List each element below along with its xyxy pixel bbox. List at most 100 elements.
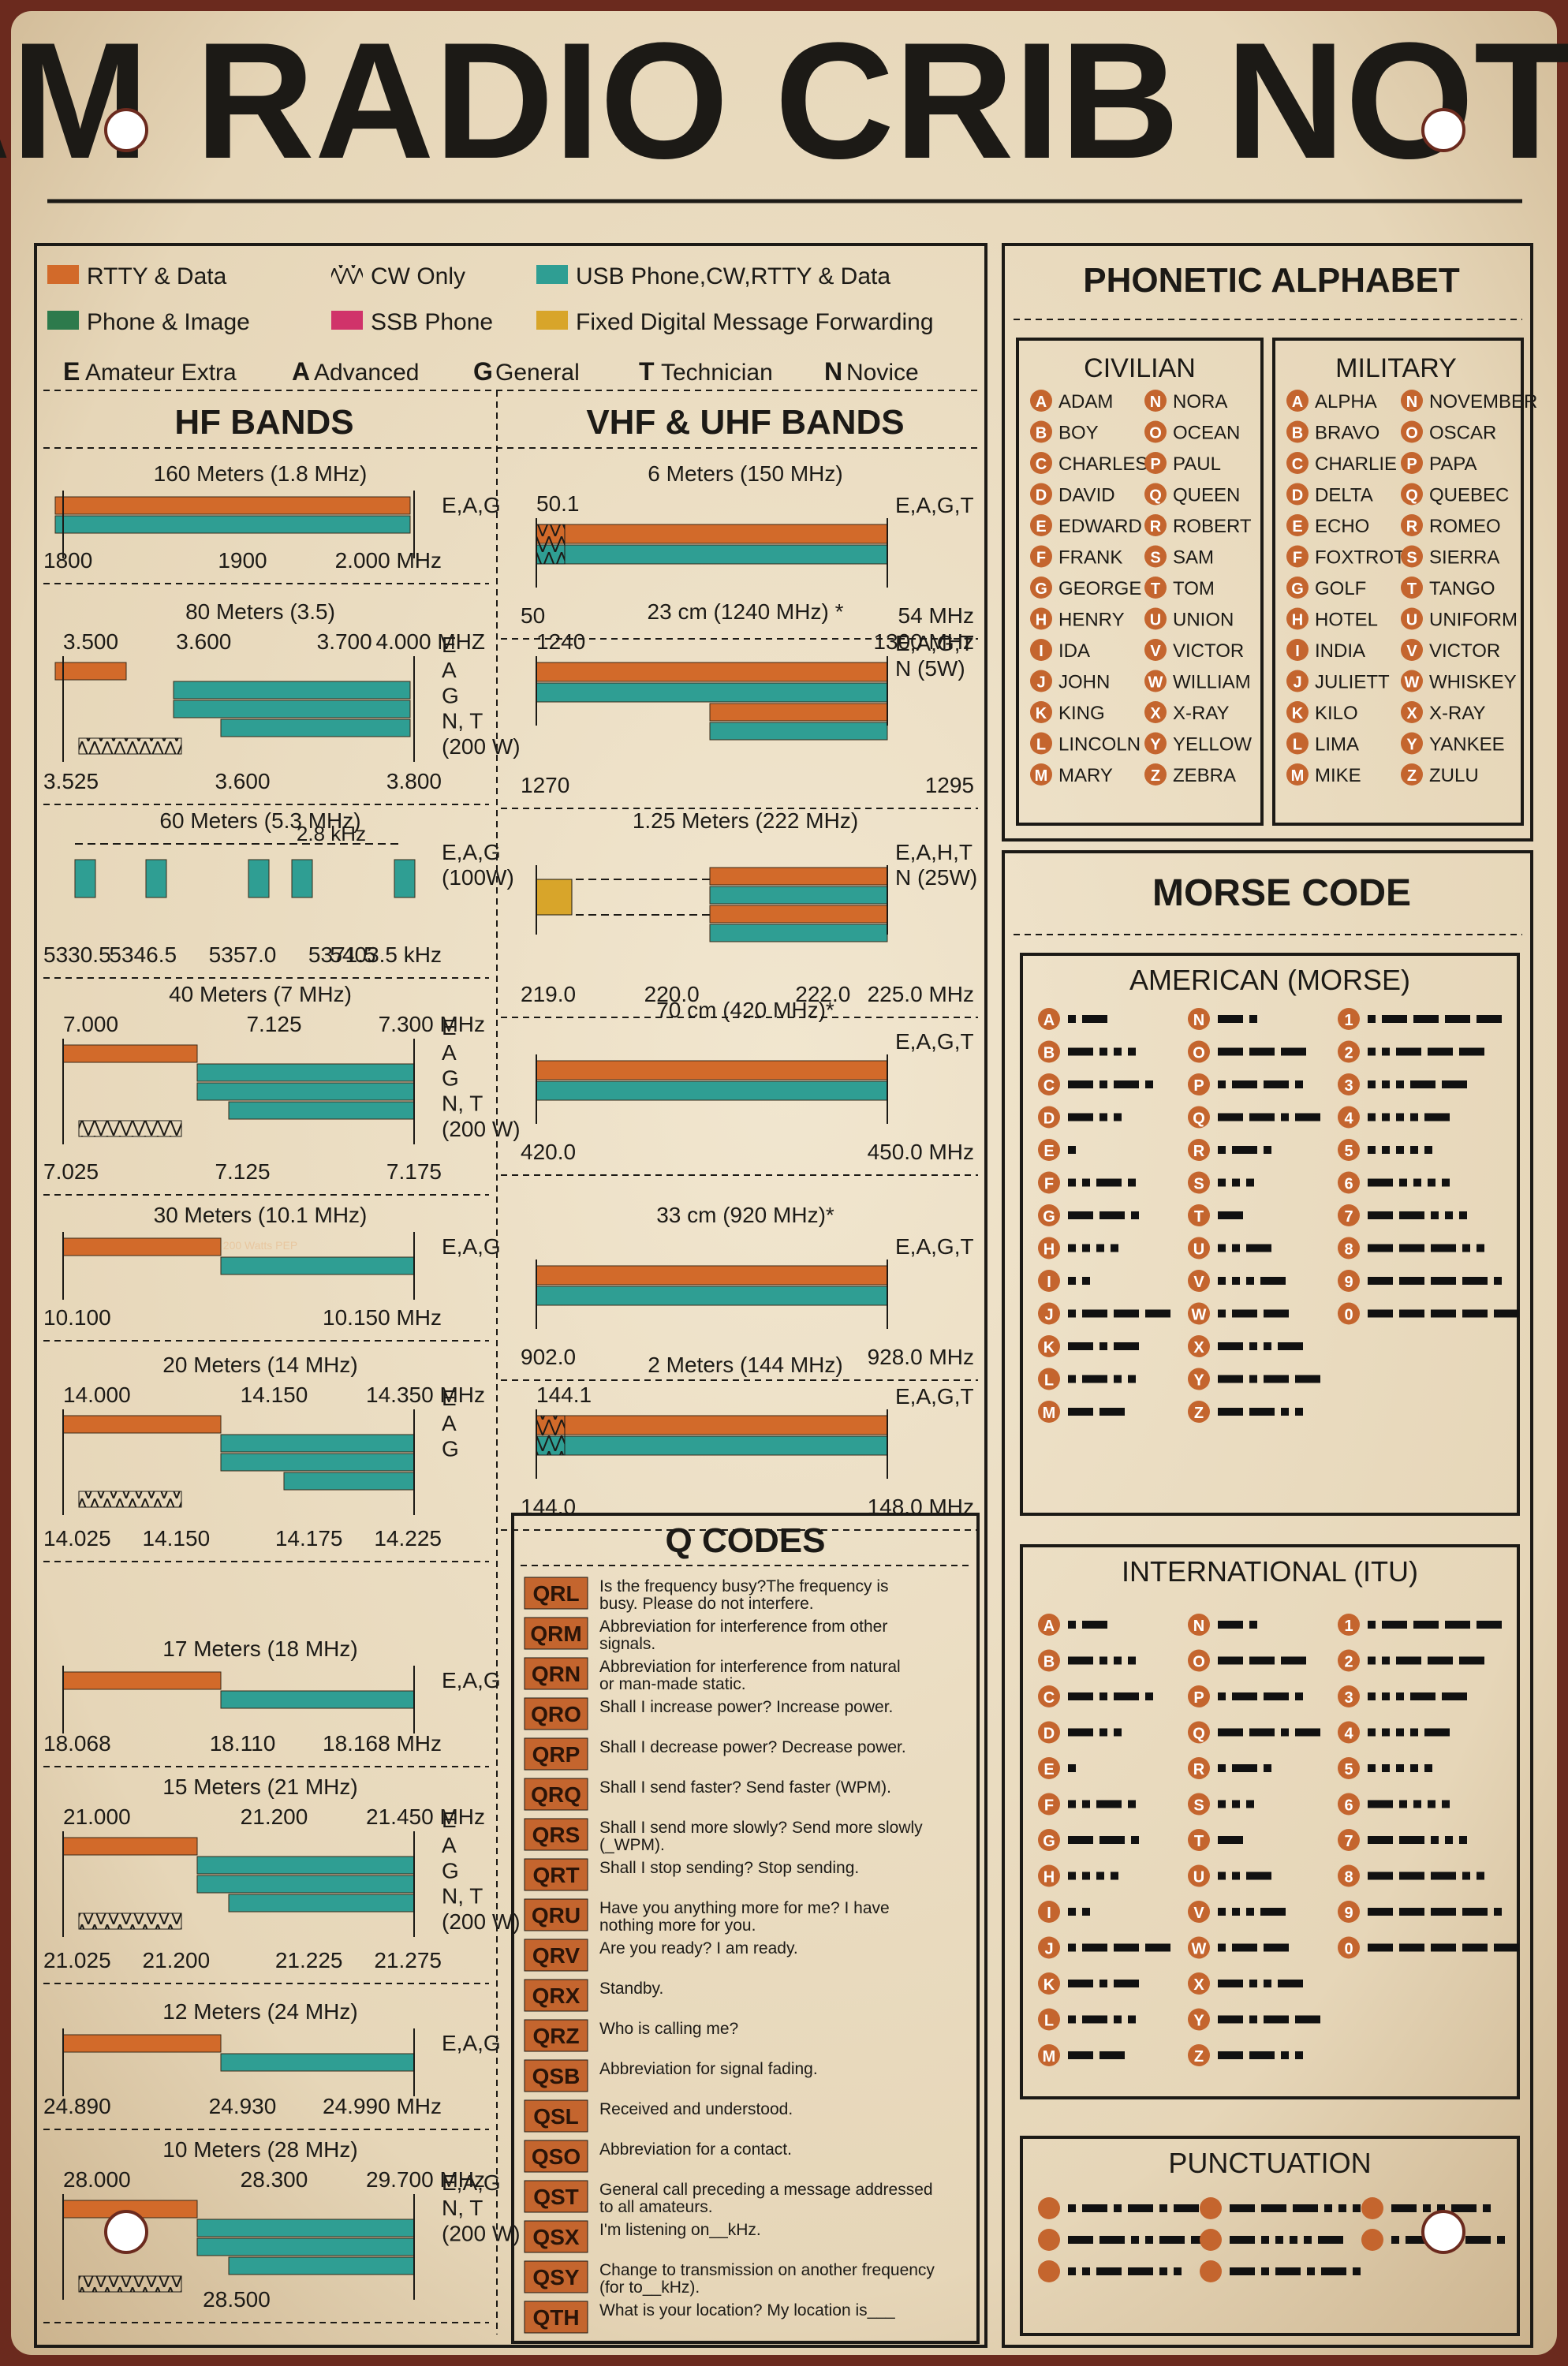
license-name: Novice bbox=[846, 360, 919, 386]
morse-badge bbox=[1038, 1901, 1060, 1923]
international-morse-panel bbox=[1020, 1544, 1520, 2099]
morse-dot bbox=[1111, 1872, 1118, 1880]
band-top-tick: 14.350 MHz bbox=[366, 1383, 485, 1407]
license-classes: E,A,G,T bbox=[895, 1029, 974, 1054]
morse-dash bbox=[1410, 1692, 1435, 1700]
phonetic-word: BRAVO bbox=[1315, 423, 1379, 444]
morse-dot bbox=[1145, 2236, 1153, 2244]
morse-dash bbox=[1068, 1728, 1093, 1737]
morse-dot bbox=[1131, 1211, 1139, 1219]
morse-dot bbox=[1218, 1146, 1226, 1154]
band-top-tick: 14.150 bbox=[241, 1383, 308, 1407]
morse-dash bbox=[1082, 1015, 1107, 1023]
morse-dash bbox=[1068, 2051, 1093, 2059]
morse-dot bbox=[1114, 1113, 1122, 1121]
letter: J bbox=[1293, 674, 1301, 692]
band-top-tick: 14.000 bbox=[63, 1383, 131, 1407]
morse-dot bbox=[1128, 1178, 1136, 1187]
qcode-meaning: Have you anything more for me? I have bbox=[599, 1899, 890, 1917]
letter: F bbox=[1293, 550, 1302, 567]
morse-dot bbox=[1275, 2236, 1283, 2244]
letter-badge bbox=[1286, 701, 1309, 723]
morse-badge bbox=[1338, 1237, 1360, 1260]
legend-swatch bbox=[331, 311, 363, 330]
vhf-band-segment bbox=[709, 722, 888, 741]
morse-letter: 7 bbox=[1344, 1833, 1353, 1850]
qcode-meaning: Is the frequency busy?The frequency is bbox=[599, 1577, 889, 1595]
qcode-badge bbox=[524, 2180, 588, 2213]
morse-dot bbox=[1281, 1408, 1289, 1416]
cw-segment bbox=[78, 1913, 182, 1930]
morse-letter: 8 bbox=[1344, 1241, 1353, 1259]
civilian-panel bbox=[1016, 338, 1264, 826]
qcode-badge bbox=[524, 1577, 588, 1610]
license-classes: A bbox=[442, 1833, 457, 1857]
morse-dot bbox=[1218, 1277, 1226, 1285]
phonetic-word: CHARLES bbox=[1058, 453, 1148, 475]
morse-badge bbox=[1338, 1204, 1360, 1226]
morse-dash bbox=[1396, 1656, 1421, 1665]
morse-dash bbox=[1368, 1943, 1393, 1952]
morse-letter: P bbox=[1193, 1689, 1204, 1707]
morse-dash bbox=[1096, 2267, 1122, 2275]
qcode-meaning: Shall I increase power? Increase power. bbox=[599, 1698, 893, 1716]
band-tick: 928.0 MHz bbox=[868, 1345, 974, 1369]
phonetic-word: ROBERT bbox=[1173, 516, 1252, 537]
band-top-tick: 7.300 MHz bbox=[379, 1012, 485, 1036]
morse-letter: 0 bbox=[1344, 1307, 1353, 1324]
hf-band-segment bbox=[54, 515, 411, 534]
morse-dash bbox=[1431, 1244, 1456, 1252]
letter-badge bbox=[1286, 390, 1309, 412]
morse-dot bbox=[1232, 1244, 1240, 1252]
band-name: 30 Meters (10.1 MHz) bbox=[154, 1203, 368, 1227]
morse-dash bbox=[1128, 2267, 1153, 2275]
morse-dot bbox=[1382, 1692, 1390, 1700]
cw-segment bbox=[78, 737, 182, 755]
morse-dash bbox=[1218, 1656, 1243, 1665]
morse-dot bbox=[1396, 1080, 1404, 1088]
morse-dash bbox=[1068, 2236, 1093, 2244]
phonetic-word: HOTEL bbox=[1315, 610, 1378, 631]
letter: V bbox=[1406, 643, 1417, 660]
qcode-meaning: (for to__kHz). bbox=[599, 2278, 700, 2297]
letter-badge bbox=[1286, 483, 1309, 506]
qcode-code: QRP bbox=[532, 1742, 581, 1767]
hf-band-segment bbox=[62, 1237, 222, 1256]
band-tick: 3.525 bbox=[43, 769, 99, 793]
morse-panel bbox=[1002, 850, 1533, 2348]
qcode-badge bbox=[524, 1617, 588, 1650]
band-tick: 5403.5 kHz bbox=[330, 942, 442, 967]
phonetic-word: VICTOR bbox=[1173, 640, 1244, 662]
phonetic-word: BOY bbox=[1058, 423, 1099, 444]
letter: A bbox=[1036, 394, 1047, 411]
qcode-badge bbox=[524, 1818, 588, 1851]
morse-dot bbox=[1382, 1656, 1390, 1665]
letter-badge bbox=[1401, 639, 1423, 661]
letter-badge bbox=[1286, 577, 1309, 599]
morse-badge bbox=[1188, 1368, 1210, 1390]
letter-badge bbox=[1144, 514, 1167, 536]
morse-dash bbox=[1462, 1943, 1488, 1952]
morse-dash bbox=[1218, 1408, 1243, 1416]
morse-dot bbox=[1068, 1244, 1076, 1252]
morse-letter: I bbox=[1047, 1274, 1051, 1291]
morse-dot bbox=[1068, 1943, 1076, 1952]
morse-dot bbox=[1382, 1764, 1390, 1772]
morse-dot bbox=[1413, 1178, 1421, 1187]
morse-letter: P bbox=[1193, 1077, 1204, 1095]
morse-dash bbox=[1261, 2204, 1286, 2212]
hf-band-segment bbox=[54, 662, 127, 681]
qcode-badge bbox=[524, 2019, 588, 2052]
morse-dash bbox=[1114, 1080, 1139, 1088]
morse-dot bbox=[1295, 1692, 1303, 1700]
license-classes: N, T bbox=[442, 1092, 483, 1116]
morse-dot bbox=[1295, 1408, 1303, 1416]
vhf-band-segment bbox=[709, 703, 888, 722]
qcode-meaning: Received and understood. bbox=[599, 2100, 793, 2118]
morse-dot bbox=[1114, 1047, 1122, 1056]
letter: B bbox=[1036, 425, 1047, 442]
hf-band-segment bbox=[283, 1472, 415, 1491]
morse-dash bbox=[1396, 1047, 1421, 1056]
qcode-badge bbox=[524, 2059, 588, 2092]
letter-badge bbox=[1030, 763, 1052, 786]
